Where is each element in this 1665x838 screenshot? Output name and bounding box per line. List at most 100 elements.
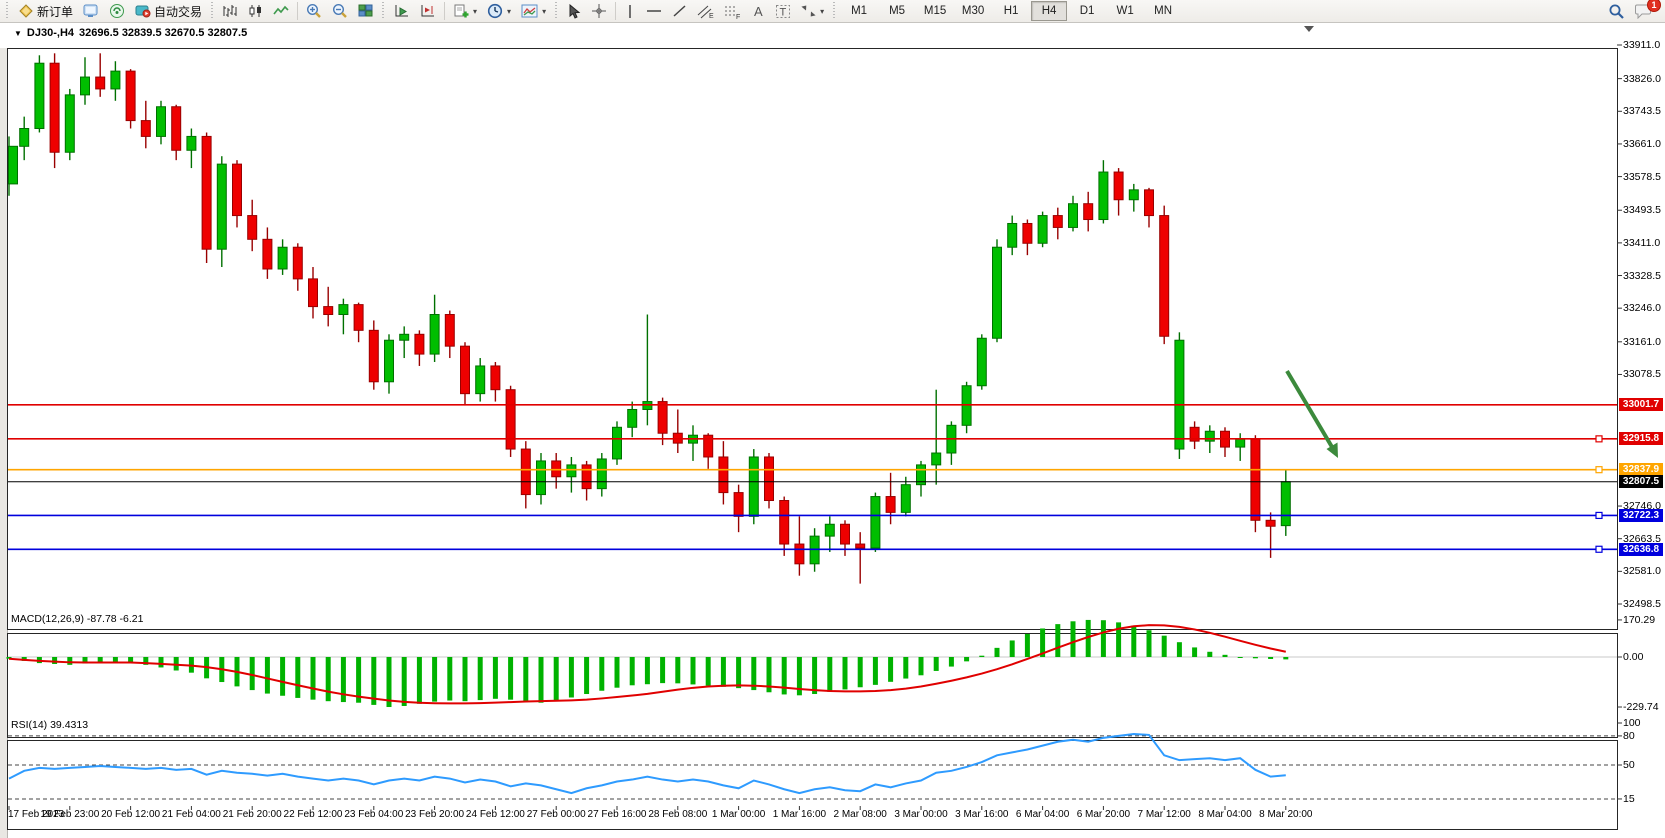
- line-chart-icon: [273, 4, 289, 18]
- rsi-label: RSI(14) 39.4313: [11, 719, 89, 731]
- macd-pane[interactable]: [7, 633, 1618, 738]
- date-axis-label: 23 Feb 20:00: [405, 809, 465, 820]
- vertical-line-icon: [624, 4, 636, 19]
- price-axis-tick: 33493.5: [1623, 204, 1661, 217]
- equidistant-channel-button[interactable]: E: [693, 1, 718, 21]
- timeframe-h4[interactable]: H4: [1031, 1, 1068, 21]
- crosshair-icon: [591, 3, 607, 19]
- terminal-button[interactable]: [79, 1, 103, 21]
- main-chart-pane[interactable]: [7, 48, 1618, 630]
- toolbar-grip[interactable]: [5, 2, 10, 20]
- toolbar-grip[interactable]: [832, 2, 838, 20]
- bar-chart-button[interactable]: [219, 1, 242, 21]
- cursor-button[interactable]: [563, 1, 585, 21]
- price-axis-tick: 33743.5: [1623, 105, 1661, 118]
- new-order-label: 新订单: [37, 4, 74, 19]
- price-axis-tick: 33246.0: [1623, 302, 1661, 315]
- candlestick-chart-icon: [248, 4, 263, 18]
- notifications-button[interactable]: 1: [1631, 0, 1661, 21]
- zoom-in-button[interactable]: [302, 1, 326, 21]
- tile-windows-button[interactable]: [354, 1, 377, 21]
- new-order-button[interactable]: 新订单: [14, 1, 77, 21]
- date-axis-label: 17 Feb 2023: [8, 809, 65, 820]
- equidistant-channel-icon: E: [697, 4, 714, 19]
- auto-trading-button[interactable]: 自动交易: [131, 1, 206, 21]
- auto-trading-label: 自动交易: [154, 4, 203, 19]
- text-button[interactable]: A: [747, 1, 769, 21]
- date-axis-label: 22 Feb 12:00: [283, 809, 343, 820]
- timeframe-m5[interactable]: M5: [889, 5, 906, 17]
- macd-label: MACD(12,26,9) -87.78 -6.21: [11, 613, 144, 625]
- text-icon: A: [751, 4, 765, 18]
- crosshair-button[interactable]: [587, 1, 611, 21]
- signal-icon: [109, 3, 125, 19]
- new-order-icon: [18, 4, 34, 18]
- timeframe-m1[interactable]: M1: [851, 5, 868, 17]
- macd-axis-tick: 0.00: [1623, 651, 1644, 663]
- templates-icon: [521, 4, 538, 18]
- price-axis-tick: 33161.0: [1623, 335, 1661, 348]
- indicators-button[interactable]: ▾: [449, 1, 481, 21]
- toolbar-grip[interactable]: [554, 2, 560, 20]
- arrows-icon: [801, 4, 816, 18]
- fibonacci-button[interactable]: F: [720, 1, 745, 21]
- price-axis-tick: 32663.5: [1623, 532, 1661, 545]
- auto-scroll-icon: [394, 4, 410, 18]
- rsi-axis-tick: 50: [1623, 759, 1635, 771]
- timeframe-mn[interactable]: MN: [1154, 5, 1173, 17]
- timeframe-m15[interactable]: M15: [923, 5, 947, 17]
- horizontal-line-button[interactable]: [642, 1, 666, 21]
- zoom-out-icon: [332, 3, 348, 19]
- price-axis-tick: 33411.0: [1623, 236, 1661, 249]
- rsi-axis-tick: 15: [1623, 792, 1635, 805]
- date-axis-label: 3 Mar 00:00: [894, 809, 948, 820]
- chart-shift-button[interactable]: [416, 1, 440, 21]
- search-button[interactable]: [1604, 1, 1629, 21]
- periods-button[interactable]: ▾: [483, 1, 515, 21]
- fibonacci-icon: F: [724, 4, 741, 19]
- toolbar-grip[interactable]: [381, 2, 387, 20]
- toolbar-grip[interactable]: [210, 2, 216, 20]
- price-axis-tick: 33328.5: [1623, 269, 1661, 282]
- auto-scroll-button[interactable]: [390, 1, 414, 21]
- zoom-out-button[interactable]: [328, 1, 352, 21]
- price-axis-tick: 32498.5: [1623, 597, 1661, 610]
- vertical-line-button[interactable]: [620, 1, 640, 21]
- arrows-button[interactable]: ▾: [797, 1, 828, 21]
- macd-axis-tick: 170.29: [1623, 613, 1656, 626]
- auto-trading-icon: [135, 4, 151, 18]
- timeframe-h1[interactable]: H1: [1003, 5, 1019, 17]
- trendline-button[interactable]: [668, 1, 691, 21]
- indicators-icon: [453, 4, 469, 19]
- tile-windows-icon: [358, 4, 373, 18]
- timeframe-m30[interactable]: M30: [961, 5, 985, 17]
- templates-button[interactable]: ▾: [517, 1, 550, 21]
- bar-chart-icon: [223, 4, 238, 18]
- zoom-in-icon: [306, 3, 322, 19]
- timeframe-w1[interactable]: W1: [1116, 5, 1134, 17]
- price-line-label-33001.7: 33001.7: [1619, 398, 1663, 412]
- svg-text:A: A: [754, 4, 763, 18]
- candlestick-chart-button[interactable]: [244, 1, 267, 21]
- chart-title-symbol: DJ30-,H4: [26, 27, 74, 39]
- signal-button[interactable]: [105, 1, 129, 21]
- timeframe-d1[interactable]: D1: [1079, 5, 1095, 17]
- chart-title-ohlc: 32696.5 32839.5 32670.5 32807.5: [79, 27, 248, 39]
- date-axis-label: 27 Feb 00:00: [526, 809, 586, 820]
- chart-menu-triangle-icon[interactable]: ▼: [14, 28, 22, 38]
- price-line-label-32915.8: 32915.8: [1619, 432, 1663, 446]
- date-axis-label: 3 Mar 16:00: [955, 809, 1009, 820]
- price-axis-tick: 32581.0: [1623, 565, 1661, 578]
- line-chart-button[interactable]: [269, 1, 293, 21]
- date-axis-label: 28 Feb 08:00: [648, 809, 708, 820]
- date-axis-label: 1 Mar 16:00: [772, 809, 827, 820]
- date-axis-label: 7 Mar 12:00: [1137, 809, 1191, 820]
- text-label-button[interactable]: T: [771, 1, 795, 21]
- dropdown-caret-icon: ▾: [507, 6, 512, 16]
- date-axis-label: 20 Feb 12:00: [101, 809, 161, 820]
- text-label-icon: T: [775, 4, 791, 19]
- notification-badge: 1: [1647, 0, 1661, 12]
- date-axis-label: 1 Mar 00:00: [711, 809, 766, 820]
- date-axis-label: 21 Feb 04:00: [161, 809, 221, 820]
